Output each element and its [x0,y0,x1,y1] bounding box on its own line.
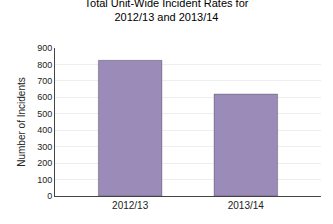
svg-text:600: 600 [37,92,52,102]
svg-text:2013/14: 2013/14 [228,200,265,211]
svg-text:Number of Incidents: Number of Incidents [16,77,27,167]
svg-text:700: 700 [37,76,52,86]
svg-text:500: 500 [37,109,52,119]
svg-text:0: 0 [47,191,52,201]
svg-text:300: 300 [37,142,52,152]
svg-text:100: 100 [37,175,52,185]
svg-text:2012/13: 2012/13 [112,200,149,211]
svg-text:400: 400 [37,125,52,135]
svg-text:900: 900 [37,43,52,53]
svg-text:Total Unit-Wide Incident Rates: Total Unit-Wide Incident Rates for2012/1… [85,0,249,23]
svg-text:200: 200 [37,158,52,168]
svg-text:800: 800 [37,60,52,70]
